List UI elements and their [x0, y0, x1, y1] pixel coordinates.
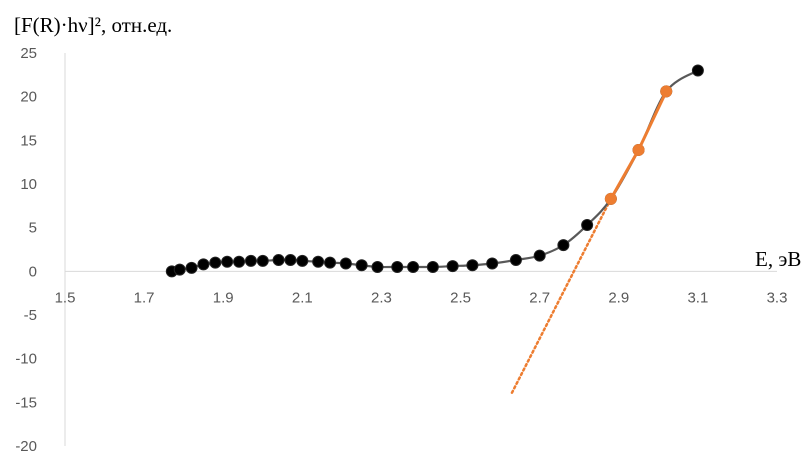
data-point [197, 258, 210, 271]
x-tick-label: 2.1 [292, 289, 313, 306]
series-group [165, 64, 704, 278]
trendline [510, 197, 613, 394]
y-tick-label: 15 [20, 132, 37, 149]
series-line-main [171, 69, 699, 273]
data-point [296, 254, 309, 267]
data-point [557, 239, 570, 252]
y-tick-label: -20 [15, 438, 37, 454]
trendline-path [510, 197, 613, 394]
data-point [391, 260, 404, 273]
y-tick-label: 5 [29, 220, 37, 237]
data-point [426, 260, 439, 273]
data-point [312, 255, 325, 268]
data-point [371, 260, 384, 273]
data-point [185, 261, 198, 274]
x-tick-label: 3.3 [767, 289, 788, 306]
x-tick-label: 2.7 [529, 289, 550, 306]
x-tick-label: 1.5 [55, 289, 76, 306]
y-tick-label: 20 [20, 89, 37, 106]
x-tick-labels: 1.5 1.7 1.9 2.1 2.3 2.5 2.7 2.9 3.1 3.3 [55, 289, 788, 306]
data-point [407, 260, 420, 273]
x-tick-label: 1.7 [134, 289, 155, 306]
highlighted-data-point [604, 192, 617, 205]
y-tick-label: 0 [29, 263, 37, 280]
data-point [173, 263, 186, 276]
y-tick-label: -5 [24, 307, 37, 324]
y-tick-label: -10 [15, 351, 37, 368]
data-point [486, 257, 499, 270]
y-tick-label: -15 [15, 394, 37, 411]
data-point [209, 256, 222, 269]
x-axis-title: E, эВ [755, 247, 801, 271]
highlighted-data-point [660, 85, 673, 98]
data-point [272, 253, 285, 266]
x-tick-label: 3.1 [687, 289, 708, 306]
data-point [533, 249, 546, 262]
highlighted-data-point [632, 143, 645, 156]
x-tick-label: 2.5 [450, 289, 471, 306]
y-tick-label: 25 [20, 45, 37, 62]
data-point [284, 253, 297, 266]
data-point [324, 256, 337, 269]
x-tick-label: 2.3 [371, 289, 392, 306]
data-point [256, 254, 269, 267]
data-point [355, 259, 368, 272]
data-point [244, 254, 257, 267]
x-tick-label: 1.9 [213, 289, 234, 306]
data-point [233, 255, 246, 268]
chart-axes [64, 53, 777, 446]
y-axis-title: [F(R)·hν]², отн.ед. [14, 13, 172, 37]
data-point [691, 64, 704, 77]
y-tick-labels: 25 20 15 10 5 0 -5 -10 -15 -20 [15, 45, 37, 454]
data-point [466, 259, 479, 272]
data-point [509, 253, 522, 266]
x-tick-label: 2.9 [608, 289, 629, 306]
data-point [339, 257, 352, 270]
data-point [446, 260, 459, 273]
y-tick-label: 10 [20, 176, 37, 193]
data-point [221, 255, 234, 268]
data-point [581, 219, 594, 232]
